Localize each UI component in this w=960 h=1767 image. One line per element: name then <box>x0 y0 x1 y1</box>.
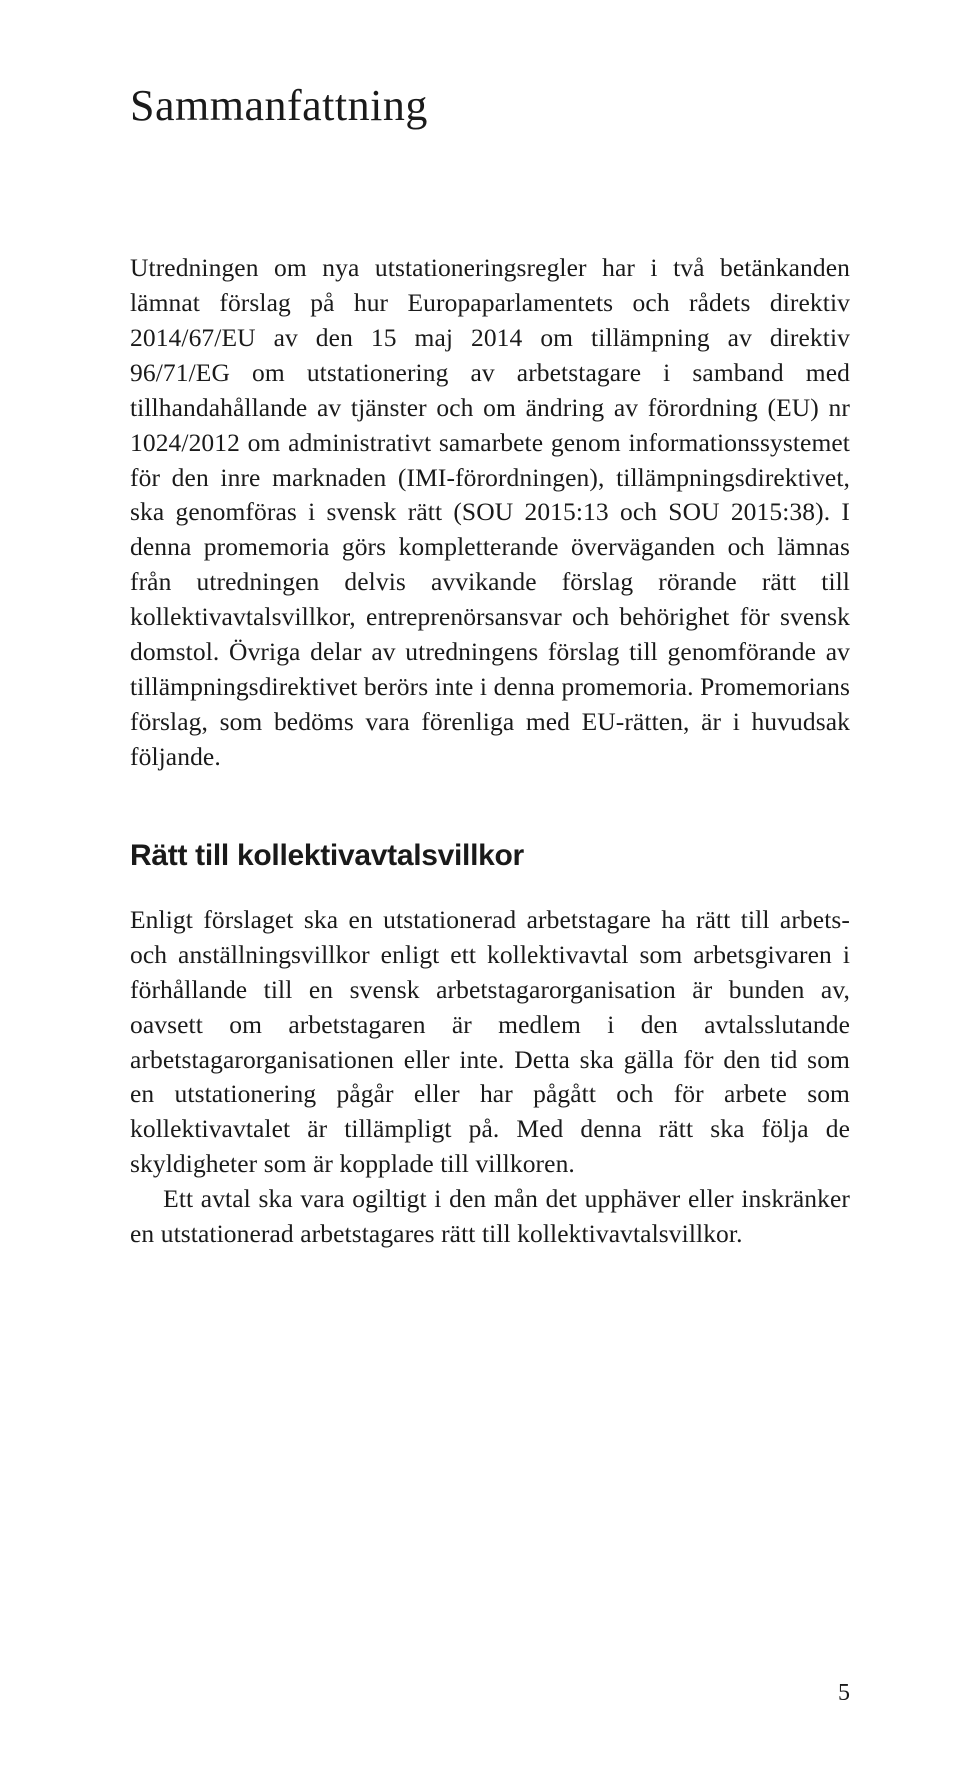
section1-paragraph-1: Enligt förslaget ska en utstationerad ar… <box>130 903 850 1182</box>
page-number: 5 <box>838 1680 850 1707</box>
section1-paragraph-2: Ett avtal ska vara ogiltigt i den mån de… <box>130 1182 850 1252</box>
page-title: Sammanfattning <box>130 80 850 131</box>
document-page: Sammanfattning Utredningen om nya utstat… <box>0 0 960 1767</box>
section-heading-kollektivavtal: Rätt till kollektivavtalsvillkor <box>130 839 850 873</box>
intro-paragraph: Utredningen om nya utstationeringsregler… <box>130 251 850 775</box>
